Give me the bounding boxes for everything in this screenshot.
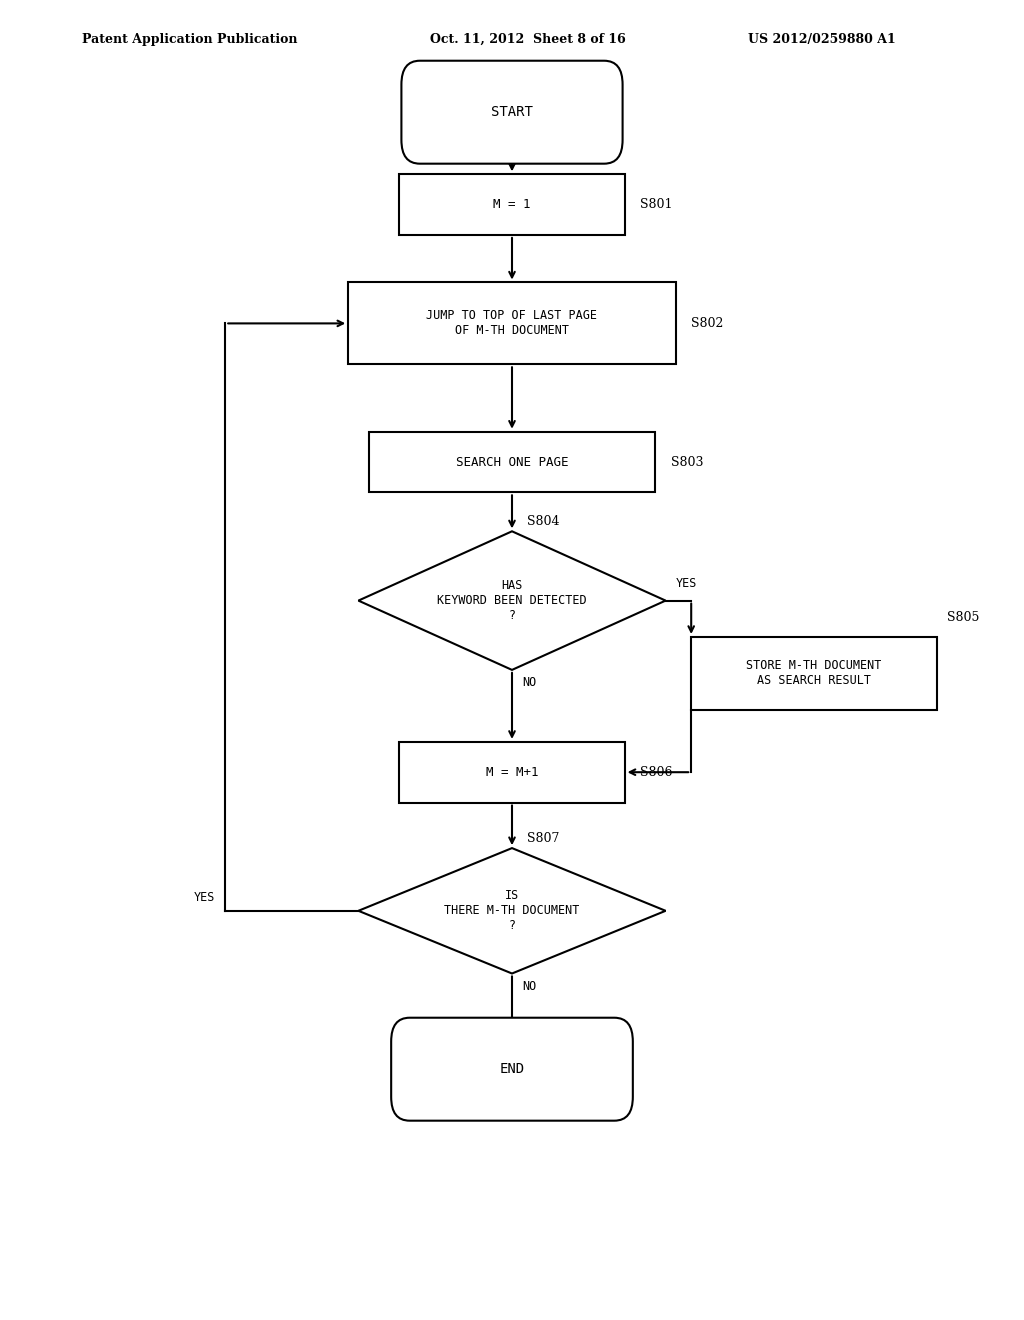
Text: S802: S802: [691, 317, 724, 330]
Text: S805: S805: [947, 611, 980, 624]
Text: STORE M-TH DOCUMENT
AS SEARCH RESULT: STORE M-TH DOCUMENT AS SEARCH RESULT: [746, 659, 882, 688]
Text: S807: S807: [527, 832, 560, 845]
Text: Oct. 11, 2012  Sheet 8 of 16: Oct. 11, 2012 Sheet 8 of 16: [430, 33, 626, 46]
Text: JUMP TO TOP OF LAST PAGE
OF M-TH DOCUMENT: JUMP TO TOP OF LAST PAGE OF M-TH DOCUMEN…: [427, 309, 597, 338]
FancyBboxPatch shape: [369, 432, 655, 492]
Text: START: START: [492, 106, 532, 119]
FancyBboxPatch shape: [391, 1018, 633, 1121]
Text: FIG. 8: FIG. 8: [473, 73, 551, 95]
Text: S804: S804: [527, 515, 560, 528]
Text: HAS
KEYWORD BEEN DETECTED
?: HAS KEYWORD BEEN DETECTED ?: [437, 579, 587, 622]
Text: S801: S801: [640, 198, 673, 211]
Text: IS
THERE M-TH DOCUMENT
?: IS THERE M-TH DOCUMENT ?: [444, 890, 580, 932]
Text: M = 1: M = 1: [494, 198, 530, 211]
FancyBboxPatch shape: [348, 282, 676, 364]
Text: US 2012/0259880 A1: US 2012/0259880 A1: [748, 33, 895, 46]
Polygon shape: [358, 531, 666, 671]
FancyBboxPatch shape: [399, 174, 625, 235]
Text: NO: NO: [522, 676, 537, 689]
FancyBboxPatch shape: [401, 61, 623, 164]
Text: M = M+1: M = M+1: [485, 766, 539, 779]
Text: YES: YES: [676, 577, 697, 590]
Text: NO: NO: [522, 979, 537, 993]
Text: Patent Application Publication: Patent Application Publication: [82, 33, 297, 46]
FancyBboxPatch shape: [691, 638, 937, 710]
FancyBboxPatch shape: [399, 742, 625, 803]
Text: YES: YES: [194, 891, 215, 904]
Text: END: END: [500, 1063, 524, 1076]
Text: S803: S803: [671, 455, 703, 469]
Polygon shape: [358, 849, 666, 974]
Text: S806: S806: [640, 766, 673, 779]
Text: SEARCH ONE PAGE: SEARCH ONE PAGE: [456, 455, 568, 469]
